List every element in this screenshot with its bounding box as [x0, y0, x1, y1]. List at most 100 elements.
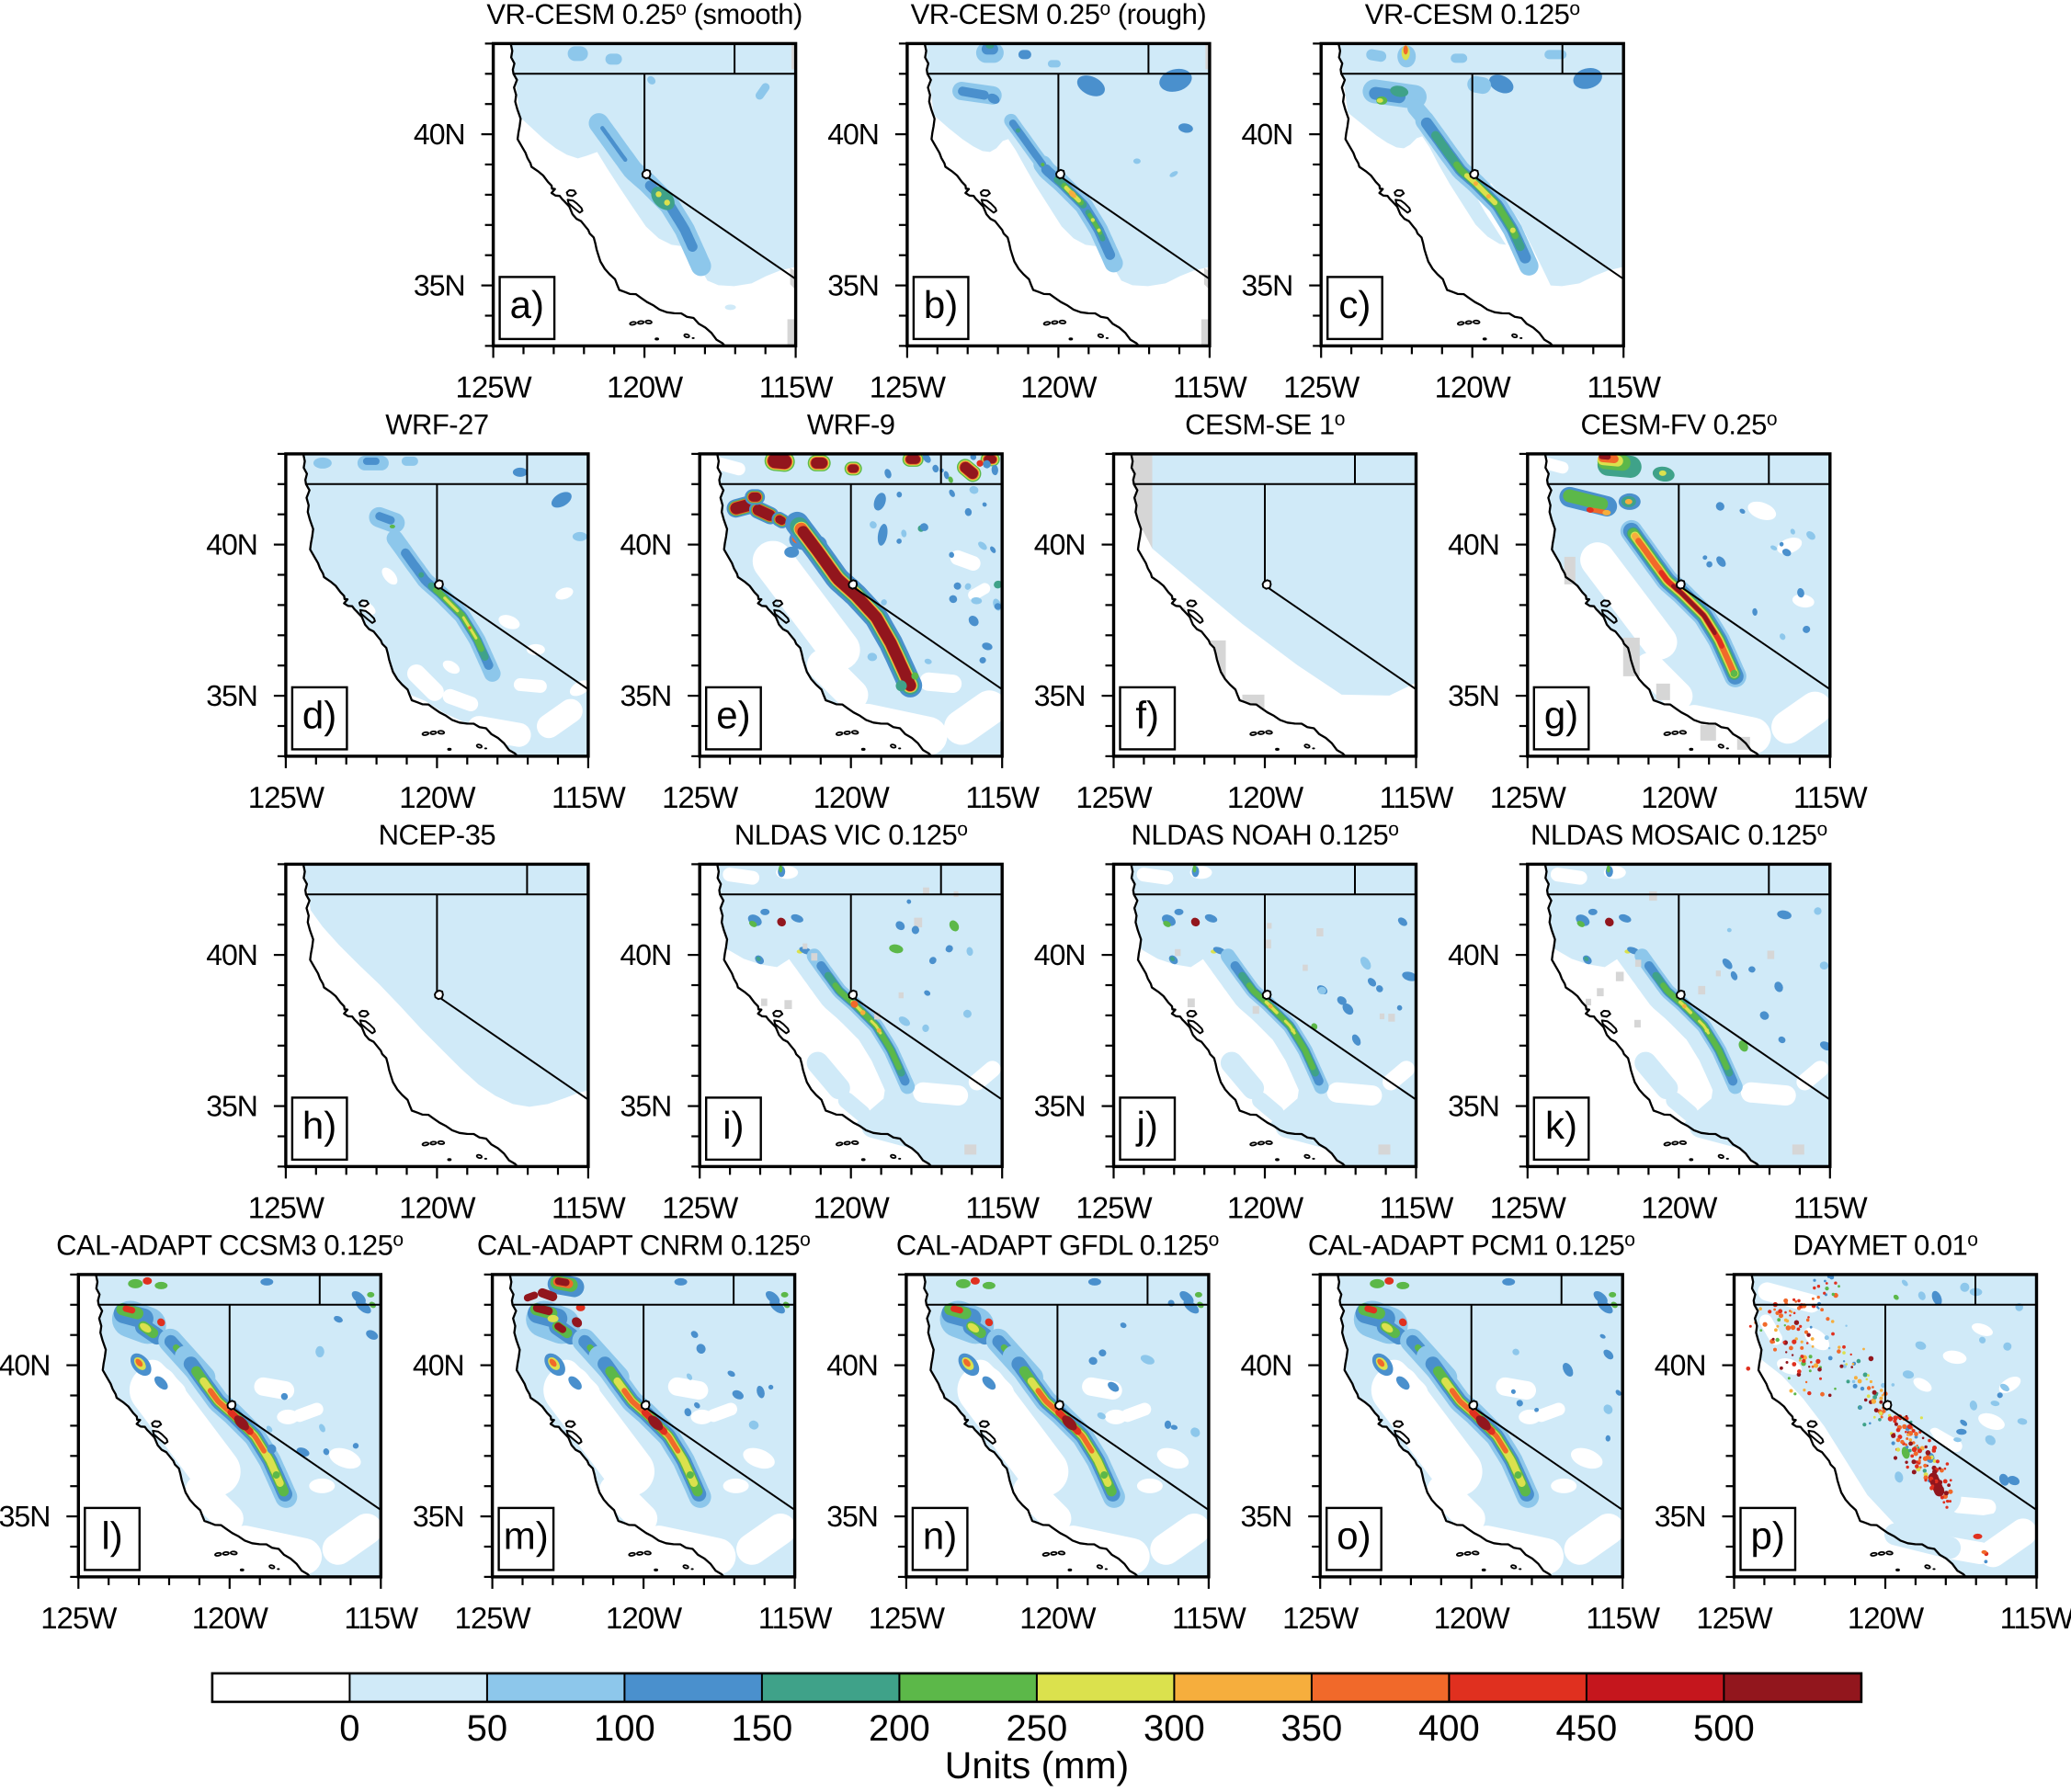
svg-text:120W: 120W: [1019, 1601, 1097, 1635]
svg-text:125W: 125W: [869, 1601, 946, 1635]
svg-text:40N: 40N: [827, 118, 879, 151]
svg-text:40N: 40N: [620, 528, 671, 561]
svg-text:115W: 115W: [965, 780, 1041, 814]
svg-text:115W: 115W: [965, 1190, 1041, 1224]
svg-text:35N: 35N: [620, 679, 671, 712]
svg-text:115W: 115W: [1793, 1190, 1869, 1224]
svg-text:40N: 40N: [620, 938, 671, 971]
svg-text:35N: 35N: [1655, 1500, 1706, 1533]
svg-text:CAL-ADAPT CCSM3 0.125o​: CAL-ADAPT CCSM3 0.125o​: [56, 1229, 403, 1261]
svg-text:a): a): [510, 283, 544, 326]
svg-text:WRF-27: WRF-27: [385, 408, 488, 440]
svg-text:115W: 115W: [1587, 369, 1662, 403]
svg-text:NLDAS MOSAIC 0.125o​: NLDAS MOSAIC 0.125o​: [1530, 819, 1827, 851]
svg-text:300: 300: [1144, 1708, 1205, 1749]
svg-text:115W: 115W: [1793, 780, 1869, 814]
svg-text:f): f): [1135, 693, 1159, 736]
svg-text:100: 100: [594, 1708, 655, 1749]
svg-text:500: 500: [1693, 1708, 1755, 1749]
svg-text:c): c): [1338, 283, 1371, 326]
svg-text:250: 250: [1007, 1708, 1068, 1749]
svg-text:40N: 40N: [1448, 528, 1499, 561]
svg-text:35N: 35N: [206, 679, 257, 712]
svg-text:40N: 40N: [1034, 938, 1086, 971]
svg-text:35N: 35N: [1448, 1090, 1499, 1123]
svg-text:40N: 40N: [1240, 1349, 1292, 1382]
svg-text:VR-CESM 0.125o​: VR-CESM 0.125o​: [1365, 0, 1580, 30]
svg-text:40N: 40N: [206, 528, 257, 561]
svg-text:0: 0: [339, 1708, 359, 1749]
svg-text:b): b): [924, 283, 958, 326]
svg-text:115W: 115W: [1586, 1601, 1661, 1635]
svg-text:NLDAS VIC 0.125o​: NLDAS VIC 0.125o​: [734, 819, 968, 851]
svg-text:120W: 120W: [399, 780, 476, 814]
svg-text:Units (mm): Units (mm): [945, 1744, 1129, 1786]
svg-text:35N: 35N: [414, 269, 465, 302]
svg-text:150: 150: [732, 1708, 793, 1749]
svg-text:CESM-FV 0.25o​: CESM-FV 0.25o​: [1580, 408, 1777, 440]
svg-text:120W: 120W: [1227, 780, 1304, 814]
svg-text:35N: 35N: [827, 269, 879, 302]
svg-text:115W: 115W: [1380, 1190, 1455, 1224]
svg-text:40N: 40N: [1241, 118, 1292, 151]
svg-text:125W: 125W: [248, 780, 325, 814]
svg-text:120W: 120W: [192, 1601, 269, 1635]
svg-text:NLDAS NOAH 0.125o​: NLDAS NOAH 0.125o​: [1132, 819, 1399, 851]
svg-text:e): e): [716, 693, 750, 736]
svg-text:NCEP-35: NCEP-35: [379, 819, 495, 851]
svg-text:DAYMET 0.01o​: DAYMET 0.01o​: [1793, 1229, 1978, 1261]
svg-text:35N: 35N: [1241, 269, 1292, 302]
svg-text:120W: 120W: [607, 369, 684, 403]
svg-text:h): h): [302, 1104, 336, 1147]
svg-text:120W: 120W: [1641, 1190, 1718, 1224]
svg-text:n): n): [923, 1514, 957, 1557]
svg-text:CAL-ADAPT PCM1 0.125o​: CAL-ADAPT PCM1 0.125o​: [1308, 1229, 1635, 1261]
svg-text:120W: 120W: [814, 780, 891, 814]
svg-text:120W: 120W: [1435, 369, 1512, 403]
svg-text:115W: 115W: [1173, 369, 1248, 403]
svg-text:40N: 40N: [0, 1349, 50, 1382]
svg-text:d): d): [302, 693, 336, 736]
svg-text:CAL-ADAPT CNRM 0.125o​: CAL-ADAPT CNRM 0.125o​: [477, 1229, 810, 1261]
svg-text:125W: 125W: [248, 1190, 325, 1224]
svg-text:125W: 125W: [1490, 1190, 1567, 1224]
svg-text:i): i): [723, 1104, 744, 1147]
svg-text:115W: 115W: [552, 780, 627, 814]
svg-text:350: 350: [1281, 1708, 1343, 1749]
svg-text:35N: 35N: [1240, 1500, 1292, 1533]
svg-text:35N: 35N: [206, 1090, 257, 1123]
svg-text:CAL-ADAPT GFDL 0.125o​: CAL-ADAPT GFDL 0.125o​: [896, 1229, 1219, 1261]
svg-text:115W: 115W: [759, 369, 835, 403]
svg-text:WRF-9: WRF-9: [807, 408, 895, 440]
svg-text:CESM-SE 1o​: CESM-SE 1o​: [1185, 408, 1345, 440]
svg-text:35N: 35N: [620, 1090, 671, 1123]
svg-text:120W: 120W: [814, 1190, 891, 1224]
svg-text:120W: 120W: [1641, 780, 1718, 814]
svg-text:125W: 125W: [1075, 780, 1153, 814]
svg-text:120W: 120W: [1020, 369, 1098, 403]
svg-text:115W: 115W: [552, 1190, 627, 1224]
svg-text:125W: 125W: [1282, 1601, 1360, 1635]
svg-text:g): g): [1544, 693, 1578, 736]
svg-text:120W: 120W: [1434, 1601, 1511, 1635]
svg-text:200: 200: [869, 1708, 930, 1749]
svg-text:115W: 115W: [344, 1601, 419, 1635]
svg-text:125W: 125W: [662, 780, 739, 814]
svg-text:VR-CESM 0.25o​ (smooth): VR-CESM 0.25o​ (smooth): [486, 0, 802, 30]
svg-text:35N: 35N: [0, 1500, 50, 1533]
svg-text:j): j): [1135, 1104, 1158, 1147]
svg-text:40N: 40N: [1448, 938, 1499, 971]
svg-text:125W: 125W: [1283, 369, 1360, 403]
svg-text:120W: 120W: [399, 1190, 476, 1224]
svg-text:o): o): [1337, 1514, 1371, 1557]
svg-text:35N: 35N: [1034, 1090, 1086, 1123]
svg-text:125W: 125W: [870, 369, 947, 403]
svg-text:p): p): [1751, 1514, 1785, 1557]
svg-text:450: 450: [1556, 1708, 1618, 1749]
svg-text:40N: 40N: [206, 938, 257, 971]
svg-text:120W: 120W: [606, 1601, 683, 1635]
svg-text:35N: 35N: [826, 1500, 878, 1533]
svg-text:35N: 35N: [1448, 679, 1499, 712]
svg-text:40N: 40N: [826, 1349, 878, 1382]
svg-text:35N: 35N: [1034, 679, 1086, 712]
